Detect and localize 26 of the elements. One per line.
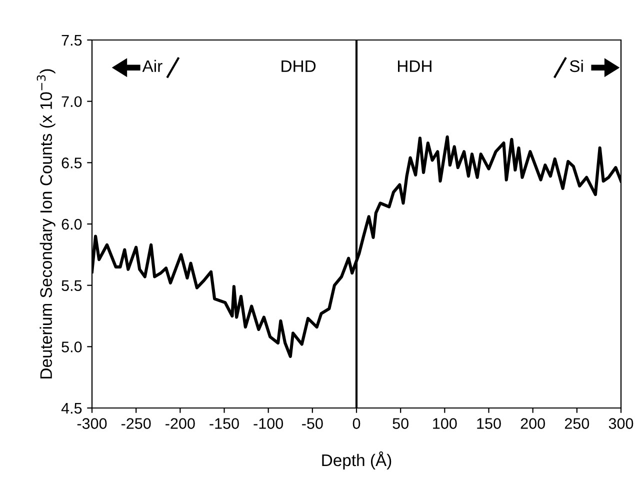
- x-tick-label: -100: [254, 418, 284, 429]
- x-axis-title: Depth (Å): [322, 451, 392, 470]
- x-tick-label: 150: [477, 418, 501, 429]
- y-tick-label: 4.5: [61, 403, 82, 414]
- annotation: HDH: [398, 60, 432, 72]
- x-tick-label: -200: [166, 418, 195, 429]
- x-tick-label: 50: [392, 418, 408, 429]
- x-tick-label: -150: [210, 418, 239, 429]
- y-tick-label: 7.0: [62, 96, 82, 108]
- y-axis-title: Deuterium Secondary Ion Counts (x 10$^{−3}$): [36, 69, 56, 378]
- y-tick-label: 6.0: [62, 218, 82, 230]
- x-tick-label: -250: [121, 418, 151, 429]
- y-tick-label: 6.5: [62, 158, 82, 168]
- annotation: Air: [142, 60, 162, 72]
- y-tick-label: 5.0: [62, 342, 82, 352]
- x-tick-label: 200: [520, 418, 545, 429]
- y-tick-label: 5.5: [62, 280, 82, 292]
- annotation: DHD: [282, 60, 316, 72]
- x-tick-label: 100: [433, 418, 457, 429]
- x-tick-label: 250: [564, 418, 590, 429]
- annotation: Si: [570, 60, 583, 72]
- x-tick-label: -300: [77, 418, 107, 429]
- y-tick-label: 7.5: [62, 35, 82, 46]
- x-tick-label: 0: [352, 418, 360, 429]
- x-tick-label: 300: [608, 418, 634, 429]
- x-tick-label: -50: [302, 418, 323, 429]
